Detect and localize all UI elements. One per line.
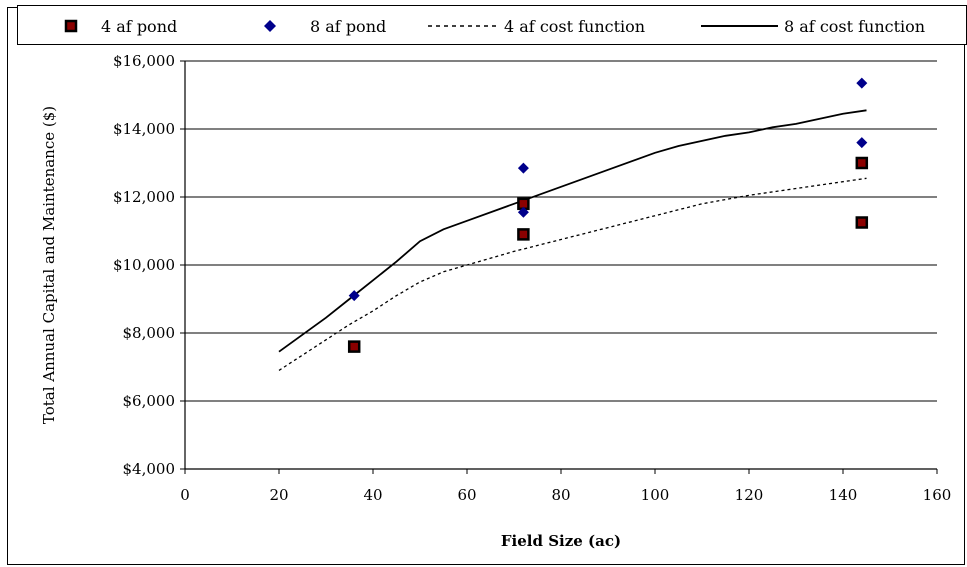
square-point xyxy=(517,228,530,241)
y-axis-ticks: $4,000 $6,000 $8,000 $10,000 $12,000 $14,000 $… xyxy=(113,52,185,478)
square-point xyxy=(855,216,869,229)
diamond-point xyxy=(517,206,529,218)
y-tick-label: $10,000 xyxy=(113,256,175,274)
y-tick-label: $14,000 xyxy=(113,120,175,138)
x-tick-label: 140 xyxy=(829,486,858,504)
diamond-point xyxy=(517,162,529,174)
legend-label-8af-pond: 8 af pond xyxy=(310,17,386,36)
legend-label-8af-cost-function: 8 af cost function xyxy=(784,17,925,36)
legend-item-8af-cost-function: 8 af cost function xyxy=(701,17,925,36)
y-tick-label: $6,000 xyxy=(123,392,176,410)
y-tick-label: $16,000 xyxy=(113,52,175,70)
chart-frame: 4 af pond 8 af pond 4 af cost function 8… xyxy=(7,5,967,565)
legend: 4 af pond 8 af pond 4 af cost function 8… xyxy=(17,5,967,45)
square-point xyxy=(855,156,869,170)
cost-function-lines xyxy=(278,109,867,371)
legend-item-8af-pond: 8 af pond xyxy=(264,17,386,36)
legend-item-4af-pond: 4 af pond xyxy=(64,17,177,36)
series-line-3 xyxy=(278,109,867,353)
y-axis-title: Total Annual Capital and Maintenance ($) xyxy=(40,106,58,424)
x-tick-label: 160 xyxy=(923,486,952,504)
legend-label-4af-pond: 4 af pond xyxy=(101,17,177,36)
x-tick-label: 20 xyxy=(269,486,288,504)
legend-label-4af-cost-function: 4 af cost function xyxy=(504,17,645,36)
legend-diamond-marker xyxy=(264,20,276,32)
x-tick-label: 120 xyxy=(735,486,764,504)
x-tick-label: 0 xyxy=(180,486,190,504)
diamond-point xyxy=(348,290,360,302)
data-points xyxy=(347,77,869,353)
x-tick-label: 80 xyxy=(551,486,570,504)
legend-item-4af-cost-function: 4 af cost function xyxy=(428,17,645,36)
x-tick-label: 60 xyxy=(457,486,476,504)
diamond-point xyxy=(856,77,868,89)
gridlines xyxy=(185,60,937,402)
y-tick-label: $8,000 xyxy=(123,324,176,342)
legend-square-marker xyxy=(64,19,78,33)
x-tick-label: 40 xyxy=(363,486,382,504)
x-axis-title: Field Size (ac) xyxy=(501,532,621,550)
x-tick-label: 100 xyxy=(641,486,670,504)
x-axis-ticks: 0 20 40 60 80 100 120 140 160 xyxy=(180,469,951,504)
series-line-2 xyxy=(278,177,867,371)
square-point xyxy=(347,340,361,353)
y-tick-label: $12,000 xyxy=(113,188,175,206)
diamond-point xyxy=(856,137,868,149)
y-tick-label: $4,000 xyxy=(123,460,176,478)
